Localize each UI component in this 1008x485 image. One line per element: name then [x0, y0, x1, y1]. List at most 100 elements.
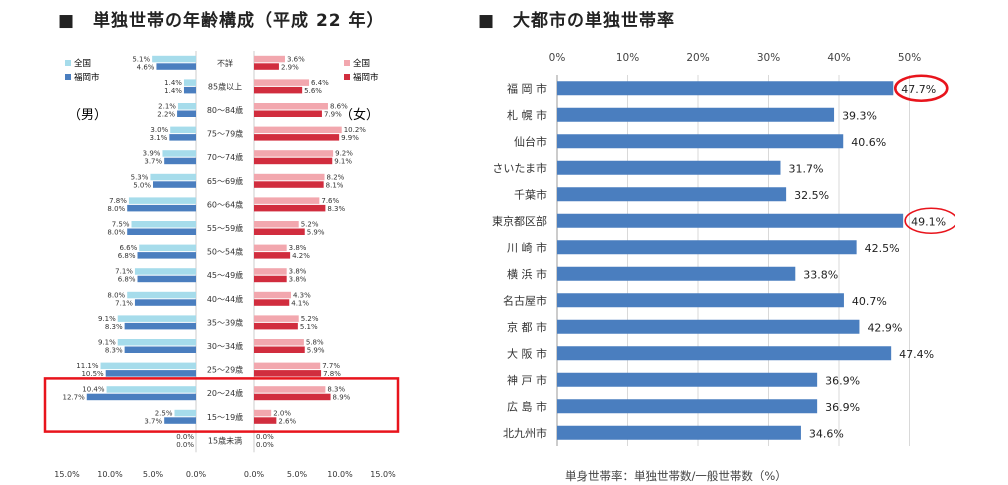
footnote: 単身世帯率：単独世帯数/一般世帯数（%） — [565, 469, 787, 483]
label-male-fukuoka: 2.2% — [157, 111, 175, 119]
label-male-fukuoka: 8.0% — [107, 229, 125, 237]
city-bar — [557, 160, 781, 175]
male-axis-tick: 10.0% — [97, 470, 123, 479]
label-male-fukuoka: 8.3% — [105, 347, 123, 355]
age-category-label: 45〜49歳 — [207, 270, 243, 280]
bar-male-fukuoka — [164, 157, 196, 165]
right-chart-title: ■ 大都市の単独世帯率 — [478, 11, 676, 31]
bar-female-fukuoka — [254, 110, 322, 117]
label-female-nation: 8.2% — [327, 173, 345, 181]
city-value-label: 47.4% — [899, 348, 934, 361]
bar-male-nation — [117, 339, 196, 346]
bar-female-nation — [254, 268, 287, 275]
legend-swatch-nation — [344, 60, 350, 66]
city-bar — [557, 399, 818, 414]
label-male-nation: 1.4% — [164, 79, 182, 87]
age-category-label: 35〜39歳 — [207, 317, 243, 327]
label-male-nation: 2.5% — [155, 409, 173, 417]
label-male-nation: 11.1% — [76, 362, 99, 370]
bar-female-nation — [254, 315, 299, 322]
city-label: 千葉市 — [514, 187, 547, 201]
city-label: 大 阪 市 — [507, 346, 547, 360]
x-tick-label: 0% — [549, 52, 566, 64]
age-category-label: 65〜69歳 — [207, 176, 243, 186]
label-female-fukuoka: 8.9% — [333, 394, 351, 402]
bar-male-fukuoka — [105, 370, 196, 377]
city-label: 神 戸 市 — [507, 373, 547, 387]
male-axis-tick: 5.0% — [143, 470, 164, 479]
label-female-fukuoka: 5.9% — [307, 229, 325, 237]
city-label: さいたま市 — [492, 161, 547, 175]
bar-female-nation — [254, 409, 272, 417]
city-bar — [557, 81, 894, 96]
label-male-fukuoka: 12.7% — [63, 394, 86, 402]
bar-male-nation — [117, 315, 196, 322]
label-male-nation: 5.3% — [131, 173, 149, 181]
bar-male-fukuoka — [153, 181, 196, 188]
age-category-label: 30〜34歳 — [207, 341, 243, 351]
bar-female-nation — [254, 386, 326, 393]
age-category-label: 20〜24歳 — [207, 388, 243, 398]
label-female-fukuoka: 2.9% — [281, 63, 299, 71]
label-male-nation: 7.1% — [115, 268, 133, 276]
age-category-label: 60〜64歳 — [207, 199, 243, 209]
bar-male-nation — [100, 362, 196, 370]
city-label: 横 浜 市 — [507, 267, 547, 281]
label-male-nation: 5.1% — [132, 55, 150, 63]
bar-male-nation — [134, 268, 196, 275]
city-bar — [557, 346, 892, 361]
bar-male-nation — [127, 291, 196, 299]
city-value-label: 36.9% — [825, 401, 860, 414]
city-value-label: 40.6% — [851, 136, 886, 149]
bar-male-fukuoka — [137, 275, 196, 283]
age-category-label: 80〜84歳 — [207, 105, 243, 115]
label-female-fukuoka: 8.3% — [327, 205, 345, 213]
male-axis-tick: 15.0% — [54, 470, 80, 479]
bar-female-fukuoka — [254, 252, 291, 259]
label-male-fukuoka: 8.3% — [105, 323, 123, 331]
city-bar — [557, 240, 857, 255]
label-female-fukuoka: 9.9% — [341, 134, 359, 142]
age-category-label: 55〜59歳 — [207, 223, 243, 233]
label-female-nation: 7.6% — [321, 197, 339, 205]
label-female-nation: 4.3% — [293, 291, 311, 299]
female-axis-tick: 0.0% — [244, 470, 265, 479]
label-female-fukuoka: 5.9% — [307, 347, 325, 355]
bar-female-fukuoka — [254, 181, 324, 188]
bar-female-nation — [254, 362, 321, 370]
label-male-nation: 8.0% — [107, 291, 125, 299]
bar-female-nation — [254, 55, 285, 63]
bar-male-nation — [177, 103, 196, 110]
city-bar — [557, 107, 835, 122]
male-axis-tick: 0.0% — [186, 470, 207, 479]
label-female-nation: 8.3% — [327, 386, 345, 394]
city-label: 広 島 市 — [507, 399, 547, 413]
bar-female-nation — [254, 173, 325, 181]
bar-male-nation — [106, 386, 196, 393]
left-chart-title: ■ 単独世帯の年齢構成（平成 22 年） — [58, 11, 385, 31]
bar-female-fukuoka — [254, 393, 331, 401]
city-bar — [557, 425, 801, 440]
city-value-label: 39.3% — [842, 109, 877, 122]
label-female-fukuoka: 9.1% — [334, 158, 352, 166]
label-female-fukuoka: 0.0% — [256, 441, 274, 449]
bar-female-fukuoka — [254, 346, 305, 353]
bar-male-nation — [152, 55, 196, 63]
city-value-label: 31.7% — [788, 162, 823, 175]
label-male-fukuoka: 5.0% — [133, 181, 151, 189]
legend-label-nation: 全国 — [353, 58, 370, 69]
city-bar — [557, 134, 844, 149]
bar-male-nation — [170, 126, 196, 134]
city-label: 川 崎 市 — [507, 240, 547, 254]
label-male-nation: 9.1% — [98, 315, 116, 323]
bar-male-fukuoka — [124, 346, 196, 353]
highlight-circle — [904, 207, 955, 235]
label-female-nation: 3.6% — [287, 55, 305, 63]
label-male-fukuoka: 10.5% — [81, 370, 104, 378]
label-female-nation: 9.2% — [335, 150, 353, 158]
age-category-label: 40〜44歳 — [207, 294, 243, 304]
age-category-label: 25〜29歳 — [207, 365, 243, 375]
bar-female-fukuoka — [254, 134, 340, 141]
